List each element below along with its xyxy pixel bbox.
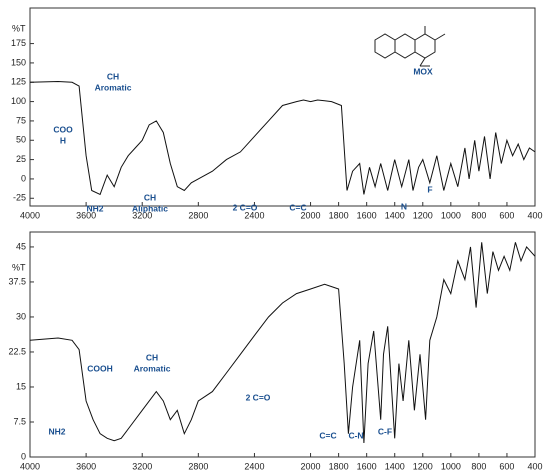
annotation: 2 C=O bbox=[233, 202, 258, 212]
y-tick-label: 0 bbox=[21, 173, 26, 183]
x-tick-label: 4000 bbox=[20, 210, 40, 220]
x-tick-label: 3600 bbox=[76, 461, 96, 471]
y-tick-label: 25 bbox=[16, 154, 26, 164]
y-tick-label: 125 bbox=[11, 77, 26, 87]
y-tick-label: 175 bbox=[11, 38, 26, 48]
y-tick-label: 45 bbox=[16, 241, 26, 251]
x-tick-label: 1400 bbox=[385, 210, 405, 220]
x-tick-label: 2800 bbox=[188, 210, 208, 220]
y-tick-label: 30 bbox=[16, 311, 26, 321]
x-tick-label: 1200 bbox=[413, 461, 433, 471]
y-tick-label: 15 bbox=[16, 381, 26, 391]
y-tick-label: 50 bbox=[16, 135, 26, 145]
x-tick-label: 1200 bbox=[413, 210, 433, 220]
annotation: Aliphatic bbox=[132, 203, 168, 213]
annotation: NH2 bbox=[86, 203, 103, 213]
annotation: N bbox=[401, 201, 407, 211]
x-tick-label: 400 bbox=[527, 461, 542, 471]
annotation: C=C bbox=[319, 430, 336, 440]
spectrum-line bbox=[29, 80, 536, 196]
x-tick-label: 3200 bbox=[132, 210, 152, 220]
annotation: C-F bbox=[378, 426, 392, 436]
annotation: CH bbox=[144, 192, 156, 202]
x-tick-label: 4000 bbox=[20, 461, 40, 471]
y-axis-label: %T bbox=[12, 262, 26, 272]
x-tick-label: 2000 bbox=[301, 461, 321, 471]
plot-frame bbox=[29, 231, 536, 458]
annotation: C-N bbox=[348, 430, 363, 440]
y-tick-label: 150 bbox=[11, 57, 26, 67]
x-tick-label: 2400 bbox=[244, 461, 264, 471]
annotation: COO bbox=[53, 124, 73, 134]
annotation: F bbox=[427, 184, 432, 194]
x-tick-label: 3600 bbox=[76, 210, 96, 220]
molecule bbox=[374, 26, 446, 67]
x-tick-label: 1800 bbox=[329, 461, 349, 471]
y-tick-label: 100 bbox=[11, 96, 26, 106]
annotation: Aromatic bbox=[95, 82, 132, 92]
x-tick-label: 1400 bbox=[385, 461, 405, 471]
x-tick-label: 1800 bbox=[329, 210, 349, 220]
x-tick-label: 800 bbox=[471, 461, 486, 471]
spectrum-line bbox=[29, 242, 536, 444]
annotation: MOX bbox=[413, 66, 433, 76]
y-tick-label: 22.5 bbox=[8, 346, 26, 356]
y-axis-label: %T bbox=[12, 23, 26, 33]
x-tick-label: 600 bbox=[499, 210, 514, 220]
y-tick-label: 37.5 bbox=[8, 276, 26, 286]
x-tick-label: 2800 bbox=[188, 461, 208, 471]
y-tick-label: 7.5 bbox=[13, 416, 26, 426]
y-tick-label: 0 bbox=[21, 451, 26, 461]
annotation: C=C bbox=[289, 202, 306, 212]
x-tick-label: 2000 bbox=[301, 210, 321, 220]
annotation: H bbox=[60, 135, 66, 145]
x-tick-label: 3200 bbox=[132, 461, 152, 471]
x-tick-label: 1000 bbox=[441, 210, 461, 220]
annotation: CH bbox=[146, 352, 158, 362]
annotation: Aromatic bbox=[134, 363, 171, 373]
x-tick-label: 600 bbox=[499, 461, 514, 471]
x-tick-label: 400 bbox=[527, 210, 542, 220]
annotation: COOH bbox=[87, 363, 113, 373]
annotation: CH bbox=[107, 71, 119, 81]
x-tick-label: 1000 bbox=[441, 461, 461, 471]
x-tick-label: 2400 bbox=[244, 210, 264, 220]
y-tick-label: -25 bbox=[13, 193, 26, 203]
annotation: NH2 bbox=[48, 426, 65, 436]
annotation: 2 C=O bbox=[246, 392, 271, 402]
x-tick-label: 1600 bbox=[357, 210, 377, 220]
x-tick-label: 1600 bbox=[357, 461, 377, 471]
x-tick-label: 800 bbox=[471, 210, 486, 220]
y-tick-label: 75 bbox=[16, 115, 26, 125]
plot-frame bbox=[29, 7, 536, 207]
